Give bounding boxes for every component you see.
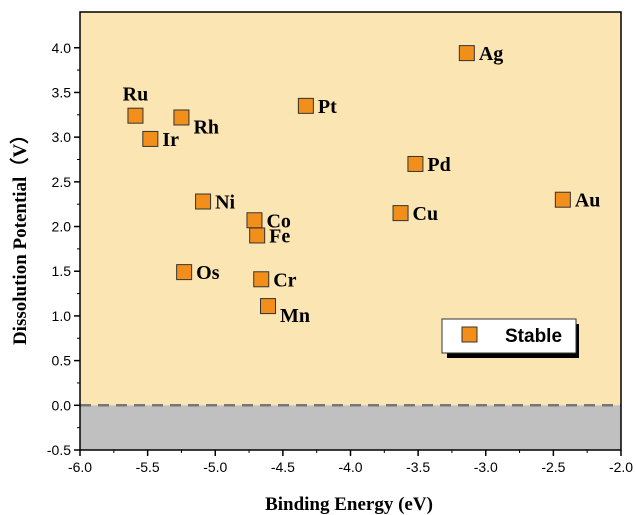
point-label-pt: Pt — [318, 96, 337, 118]
y-tick-label: 3.0 — [52, 129, 72, 145]
x-tick-label: -5.0 — [203, 459, 227, 475]
x-tick-label: -3.0 — [474, 459, 498, 475]
data-point-rh — [173, 109, 190, 126]
data-point-fe — [249, 227, 266, 244]
point-label-au: Au — [575, 190, 601, 212]
point-label-pd: Pd — [427, 154, 450, 176]
y-tick-label: 1.5 — [52, 263, 72, 279]
x-tick-label: -3.5 — [406, 459, 430, 475]
x-tick-label: -5.5 — [136, 459, 160, 475]
data-point-cr — [253, 271, 270, 288]
y-tick-label: 1.0 — [52, 308, 72, 324]
data-point-ag — [458, 45, 475, 62]
point-label-ag: Ag — [479, 43, 503, 65]
x-tick-label: -2.5 — [541, 459, 565, 475]
legend-marker — [461, 326, 478, 343]
data-point-co — [246, 212, 263, 229]
x-axis-title: Binding Energy (eV) — [265, 494, 433, 515]
x-tick-label: -2.0 — [609, 459, 633, 475]
legend-label-stable: Stable — [505, 326, 562, 347]
data-point-ru — [127, 107, 144, 124]
legend: Stable — [441, 318, 579, 358]
point-label-cr: Cr — [273, 269, 296, 291]
y-tick-label: 2.0 — [52, 219, 72, 235]
point-label-fe: Fe — [269, 225, 290, 247]
data-point-mn — [259, 298, 276, 315]
axes-layer: -6.0 -5.5 -5.0 -4.5 -4.0 -3.5 -3.0 -2.5 -2.0 -0.5… — [47, 40, 633, 475]
data-point-cu — [392, 205, 409, 222]
unstable-region — [80, 405, 621, 450]
y-tick-label: 0.5 — [52, 353, 72, 369]
data-point-ir — [142, 130, 159, 147]
y-tick-label: 4.0 — [52, 40, 72, 56]
points-layer: Ag Ru Rh Pt Ir Pd Au Ni Co Cu Fe Os Cr Mn — [123, 43, 601, 327]
point-label-rh: Rh — [193, 116, 219, 138]
y-axis-title: Dissolution Potential（V） — [8, 125, 31, 345]
y-tick-label: 2.5 — [52, 174, 72, 190]
y-tick-label: 3.5 — [52, 84, 72, 100]
data-point-os — [176, 264, 193, 281]
y-tick-label: 0.0 — [52, 397, 72, 413]
x-tick-label: -4.5 — [271, 459, 295, 475]
point-label-mn: Mn — [280, 305, 310, 327]
point-label-ru: Ru — [123, 84, 149, 106]
y-tick-label: -0.5 — [47, 442, 71, 458]
data-point-ni — [195, 193, 212, 210]
x-tick-label: -6.0 — [68, 459, 92, 475]
data-point-pt — [297, 97, 314, 114]
data-point-pd — [407, 155, 424, 172]
point-label-co: Co — [266, 210, 290, 232]
point-label-ir: Ir — [162, 129, 179, 151]
data-point-au — [554, 191, 571, 208]
x-tick-label: -4.0 — [338, 459, 362, 475]
point-label-cu: Cu — [413, 203, 439, 225]
point-label-ni: Ni — [215, 192, 235, 214]
point-label-os: Os — [196, 262, 220, 284]
